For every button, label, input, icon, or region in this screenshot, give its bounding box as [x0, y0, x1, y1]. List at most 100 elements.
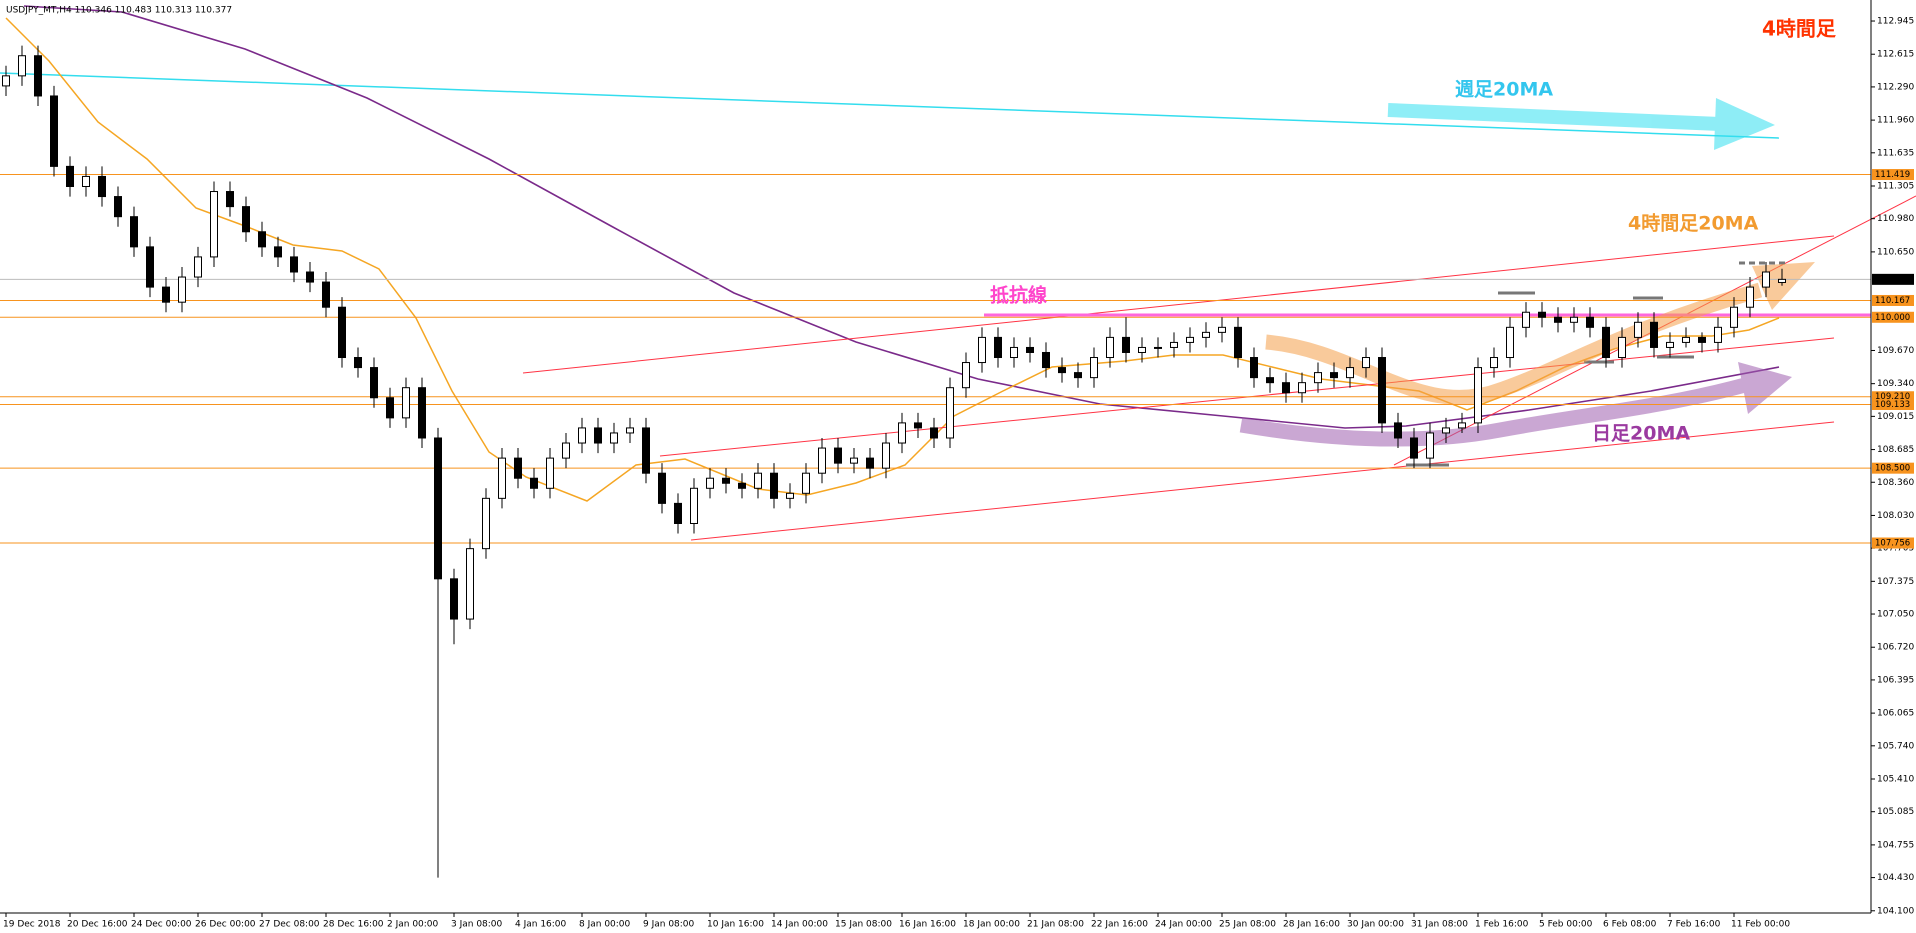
level-label: 109.133: [1875, 400, 1910, 410]
level-label-box: [1872, 391, 1914, 403]
candle-body: [1218, 326, 1226, 333]
x-tick-label: 20 Dec 16:00: [67, 920, 128, 930]
candle-body: [706, 477, 714, 489]
candle-body: [18, 55, 26, 77]
candle-body: [1426, 432, 1434, 459]
level-label: 108.500: [1875, 464, 1910, 474]
candle-body: [1698, 336, 1706, 343]
candle-body: [194, 256, 202, 278]
weekly-ma-label: 週足20MA: [1455, 79, 1553, 101]
level-label: 111.419: [1875, 170, 1910, 180]
candle-body: [850, 457, 858, 464]
candle-body: [1154, 346, 1162, 349]
candle-body: [1586, 316, 1594, 328]
candle-body: [98, 175, 106, 198]
x-tick-label: 24 Dec 00:00: [131, 920, 192, 930]
x-tick-label: 19 Dec 2018: [3, 920, 61, 930]
x-tick-label: 15 Jan 08:00: [835, 920, 892, 930]
y-tick-label: 107.050: [1877, 610, 1914, 620]
candle-body: [1234, 326, 1242, 359]
candle-body: [1298, 382, 1306, 394]
y-tick-label: 111.635: [1877, 148, 1914, 158]
y-tick-label: 107.705: [1877, 544, 1914, 554]
candle-body: [1090, 357, 1098, 379]
candle-body: [1746, 286, 1754, 308]
candle-body: [1458, 422, 1466, 429]
candle-body: [290, 256, 298, 273]
current-price-box: [1872, 273, 1914, 285]
candle-body: [962, 362, 970, 389]
candle-body: [1042, 351, 1050, 369]
candle-body: [322, 281, 330, 308]
candle-body: [1618, 336, 1626, 359]
y-tick-label: 112.290: [1877, 82, 1914, 92]
candle-body: [610, 432, 618, 444]
candle-body: [754, 472, 762, 489]
level-label: 107.756: [1875, 539, 1910, 549]
y-tick-label: 105.410: [1877, 775, 1914, 785]
x-tick-label: 1 Feb 16:00: [1475, 920, 1529, 930]
candle-body: [66, 165, 74, 188]
candle-body: [1266, 377, 1274, 384]
candle-body: [1106, 336, 1114, 359]
candle-body: [578, 427, 586, 444]
y-tick-label: 108.360: [1877, 478, 1914, 488]
candle-body: [674, 502, 682, 524]
candle-body: [1410, 437, 1418, 459]
level-label-box: [1872, 169, 1914, 181]
x-tick-label: 16 Jan 16:00: [899, 920, 956, 930]
candle-body: [514, 457, 522, 479]
level-label-box: [1872, 311, 1914, 323]
candle-body: [434, 437, 442, 580]
x-tick-label: 14 Jan 00:00: [771, 920, 828, 930]
candle-body: [1602, 326, 1610, 359]
timeframe-label: 4時間足: [1762, 17, 1837, 41]
candle-body: [402, 387, 410, 419]
candle-body: [178, 276, 186, 303]
y-tick-label: 106.395: [1877, 675, 1914, 685]
candle-body: [1394, 422, 1402, 439]
candle-body: [690, 487, 698, 524]
candle-body: [1762, 271, 1770, 288]
candle-body: [1250, 357, 1258, 379]
candle-body: [562, 442, 570, 459]
candle-body: [722, 477, 730, 484]
candles: [2, 45, 1786, 878]
trend-arrows: [1239, 98, 1815, 447]
level-label-box: [1872, 398, 1914, 410]
x-tick-label: 11 Feb 00:00: [1731, 920, 1790, 930]
y-tick-label: 111.305: [1877, 182, 1914, 192]
x-tick-label: 21 Jan 08:00: [1027, 920, 1084, 930]
candle-body: [626, 427, 634, 434]
candle-body: [930, 427, 938, 439]
candle-body: [1186, 336, 1194, 343]
y-tick-label: 108.685: [1877, 445, 1914, 455]
candle-body: [1330, 372, 1338, 379]
h4-arrow: [1265, 282, 1763, 405]
candle-body: [1442, 427, 1450, 434]
y-tick-label: 104.755: [1877, 840, 1914, 850]
y-tick-label: 110.650: [1877, 247, 1914, 257]
y-tick-label: 112.945: [1877, 17, 1914, 27]
candle-body: [818, 447, 826, 474]
candle-body: [1538, 311, 1546, 318]
candle-body: [1346, 367, 1354, 379]
daily-arrow: [1239, 377, 1747, 447]
candle-body: [1778, 278, 1786, 283]
candle-body: [834, 447, 842, 464]
candle-body: [498, 457, 506, 499]
level-label-box: [1872, 537, 1914, 549]
candle-body: [450, 578, 458, 620]
y-tick-label: 110.980: [1877, 214, 1914, 224]
candle-body: [642, 427, 650, 474]
daily-arrow-head: [1738, 362, 1792, 414]
candle-body: [1506, 326, 1514, 359]
candle-body: [1282, 382, 1290, 394]
current-price-label: 110.377: [1875, 275, 1910, 285]
weekly-arrow-head: [1714, 98, 1775, 150]
candle-body: [1666, 341, 1674, 348]
candle-body: [1138, 346, 1146, 353]
